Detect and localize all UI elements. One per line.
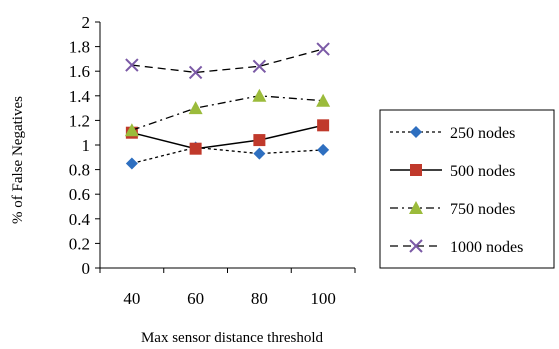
data-point-marker-stroke xyxy=(252,59,267,73)
y-tick-label: 0.8 xyxy=(69,161,90,180)
legend-marker xyxy=(409,239,423,253)
data-point-marker xyxy=(125,157,138,170)
data-point-marker-stroke xyxy=(188,65,203,80)
data-point-marker xyxy=(189,142,202,155)
y-tick-label: 0.6 xyxy=(69,185,90,204)
data-point-marker xyxy=(125,58,139,72)
y-tick-label: 1.2 xyxy=(69,111,90,130)
series-line xyxy=(131,124,324,150)
legend-item: 250 nodes xyxy=(390,125,515,142)
x-tick-label: 80 xyxy=(251,289,268,308)
legend-marker xyxy=(410,126,422,138)
x-tick-label: 60 xyxy=(187,289,204,308)
legend-marker xyxy=(410,164,422,176)
data-point-marker xyxy=(253,147,266,160)
y-axis-title: % of False Negatives xyxy=(10,96,26,224)
series-line xyxy=(131,48,324,74)
data-point-marker xyxy=(252,88,267,102)
data-point-marker xyxy=(317,119,330,132)
legend-label: 250 nodes xyxy=(450,125,515,142)
legend-item: 1000 nodes xyxy=(390,239,523,256)
legend-box xyxy=(379,109,555,269)
data-point-marker xyxy=(124,123,139,137)
series-line xyxy=(131,95,324,131)
y-tick-label: 0.4 xyxy=(69,210,91,229)
data-point-marker xyxy=(188,65,203,80)
legend-label: 1000 nodes xyxy=(450,239,523,256)
data-point-marker xyxy=(316,42,330,56)
data-point-marker xyxy=(188,101,203,115)
y-tick-label: 1 xyxy=(82,136,91,155)
data-point-marker-stroke xyxy=(125,58,139,72)
y-tick-label: 0.2 xyxy=(69,234,90,253)
y-tick-label: 1.6 xyxy=(69,62,90,81)
legend-label: 750 nodes xyxy=(450,201,515,218)
x-axis-title: Max sensor distance threshold xyxy=(141,330,324,346)
legend-marker xyxy=(409,201,423,214)
axes: 0 0.2 0.4 0.6 0.8 1 1.2 1.4 1.6 1.8 2 40 60 80 100 xyxy=(69,13,356,308)
series-3 xyxy=(124,88,331,137)
series-2 xyxy=(125,119,330,155)
y-tick-label: 1.4 xyxy=(69,87,91,106)
series-1 xyxy=(125,141,330,170)
data-point-marker xyxy=(317,143,330,156)
legend: 250 nodes 500 nodes 750 nodes 1000 nodes xyxy=(379,109,555,269)
y-tick-label: 1.8 xyxy=(69,38,90,57)
x-tick-label: 100 xyxy=(310,289,336,308)
data-point-marker xyxy=(316,93,331,107)
data-point-marker xyxy=(252,59,267,73)
x-tick-label: 40 xyxy=(123,289,140,308)
legend-marker-stroke xyxy=(409,239,423,253)
data-point-marker xyxy=(253,134,266,147)
legend-item: 500 nodes xyxy=(390,163,515,180)
legend-label: 500 nodes xyxy=(450,163,515,180)
series-4 xyxy=(125,42,330,80)
legend-item: 750 nodes xyxy=(390,201,515,218)
series-line xyxy=(131,146,324,165)
y-tick-label: 2 xyxy=(82,13,91,32)
y-tick-label: 0 xyxy=(82,259,91,278)
series-group xyxy=(124,42,331,170)
data-point-marker-stroke xyxy=(316,42,330,56)
